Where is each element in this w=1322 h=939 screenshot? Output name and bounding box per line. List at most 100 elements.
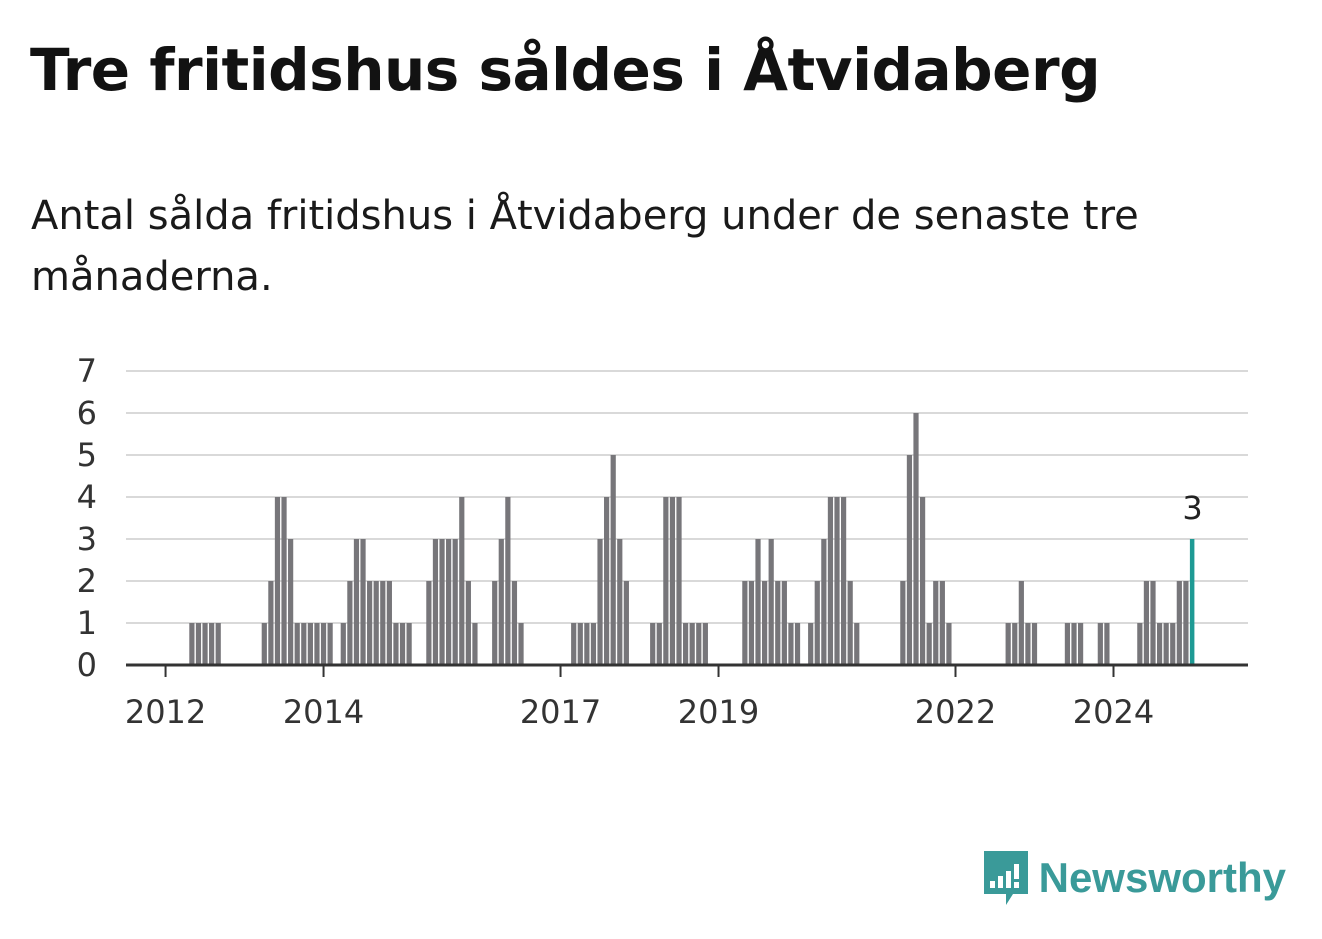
bar [353, 539, 360, 665]
bar [788, 623, 794, 665]
bar [1189, 539, 1195, 665]
bar [465, 581, 471, 665]
bar [472, 623, 478, 665]
bar-chart: 0 1 2 3 4 5 6 7 2012 2014 2017 2019 2022 2024 3 [77, 352, 1248, 731]
bar [1183, 581, 1189, 665]
bar [814, 581, 820, 665]
y-tick-label: 7 [77, 352, 97, 390]
bar [762, 581, 768, 665]
bar [373, 581, 379, 665]
bar [518, 623, 524, 665]
bar [1104, 623, 1110, 665]
bar [1156, 623, 1163, 665]
bar [1012, 623, 1018, 665]
bar [288, 539, 294, 665]
bar [847, 581, 853, 665]
bar [380, 581, 386, 665]
bar [1018, 581, 1024, 665]
bar [919, 497, 926, 665]
x-axis-ticks: 2012 2014 2017 2019 2022 2024 [125, 665, 1154, 731]
newsworthy-logo: Newsworthy [981, 848, 1286, 908]
bar [841, 497, 847, 665]
y-axis-ticks: 0 1 2 3 4 5 6 7 [77, 352, 97, 684]
bar [1170, 623, 1176, 665]
bar [597, 539, 603, 665]
bar [386, 581, 392, 665]
bar [702, 623, 708, 665]
bar [584, 623, 590, 665]
bar [399, 623, 406, 665]
bar [215, 623, 221, 665]
bar [781, 581, 787, 665]
bar [347, 581, 353, 665]
x-tick-label: 2014 [283, 693, 364, 731]
bar [827, 497, 834, 665]
bar [360, 539, 366, 665]
bar [775, 581, 781, 665]
bar [1137, 623, 1143, 665]
bar [683, 623, 689, 665]
y-tick-label: 6 [77, 394, 97, 432]
bar [1097, 623, 1103, 665]
bar [209, 623, 215, 665]
y-tick-label: 0 [77, 646, 97, 684]
bar [913, 413, 919, 665]
brand-name: Newsworthy [1038, 854, 1286, 901]
data-labels: 3 [1182, 489, 1202, 527]
bars [189, 413, 1195, 665]
bar [195, 623, 202, 665]
bar [577, 623, 583, 665]
bar [367, 581, 373, 665]
bar [406, 623, 412, 665]
bar [854, 623, 860, 665]
y-tick-label: 3 [77, 520, 97, 558]
bar [268, 581, 274, 665]
bar [656, 623, 662, 665]
bar [604, 497, 610, 665]
bar [590, 623, 597, 665]
bar [1163, 623, 1169, 665]
bar [1031, 623, 1038, 665]
bar [1077, 623, 1084, 665]
bar [274, 497, 281, 665]
bar [821, 539, 827, 665]
bar [1005, 623, 1011, 665]
bar [571, 623, 577, 665]
bar [459, 497, 465, 665]
bar [794, 623, 801, 665]
last-value-label: 3 [1182, 489, 1202, 527]
bar [939, 581, 945, 665]
bar [1064, 623, 1071, 665]
bar [834, 497, 840, 665]
bar [1176, 581, 1182, 665]
y-tick-label: 2 [77, 562, 97, 600]
chart-title: Tre fritidshus såldes i Åtvidaberg [30, 36, 1101, 104]
bar [446, 539, 452, 665]
bar [906, 455, 913, 665]
chart-subtitle: Antal sålda fritidshus i Åtvidaberg unde… [31, 193, 1139, 300]
bar [505, 497, 511, 665]
bar [307, 623, 313, 665]
bar [432, 539, 439, 665]
bar [1025, 623, 1031, 665]
bar [696, 623, 702, 665]
bar [327, 623, 333, 665]
bar [393, 623, 399, 665]
bar [498, 539, 504, 665]
bar [202, 623, 208, 665]
bar [1071, 623, 1077, 665]
x-tick-label: 2024 [1073, 693, 1154, 731]
bar [933, 581, 939, 665]
bar [294, 623, 300, 665]
newsworthy-logo-icon [983, 851, 1028, 905]
bar [617, 539, 623, 665]
bar [748, 581, 755, 665]
gridlines [126, 370, 1248, 624]
y-tick-label: 1 [77, 604, 97, 642]
y-tick-label: 4 [77, 478, 97, 516]
x-tick-label: 2017 [520, 693, 601, 731]
bar [623, 581, 629, 665]
bar [511, 581, 518, 665]
bar [189, 623, 195, 665]
bar [301, 623, 307, 665]
